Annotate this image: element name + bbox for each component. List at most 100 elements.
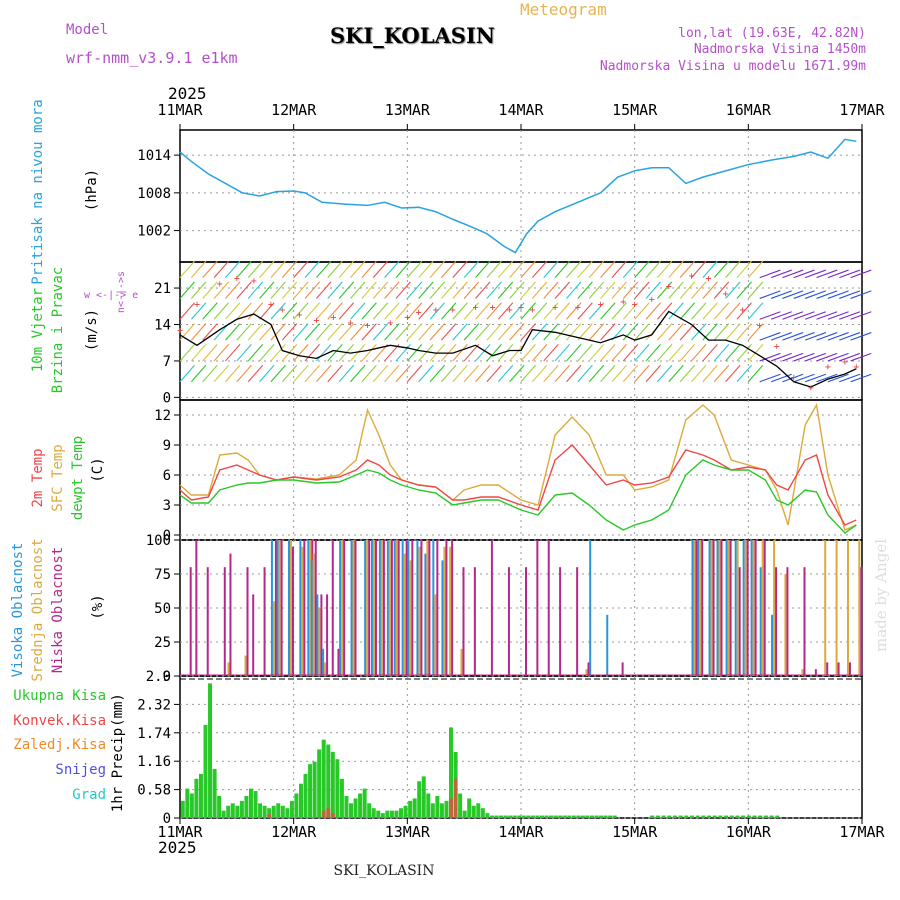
y-tick-label: 0 bbox=[163, 390, 171, 406]
wind-barb bbox=[566, 364, 582, 383]
mid-cloud-bar bbox=[585, 669, 588, 676]
wind-barb bbox=[634, 302, 650, 320]
wind-barb bbox=[566, 281, 582, 299]
mid-cloud-bar bbox=[835, 540, 838, 676]
total-precip-bar bbox=[248, 788, 253, 818]
wind-barb bbox=[554, 281, 571, 299]
total-precip-bar bbox=[198, 773, 203, 818]
wind-barb bbox=[179, 260, 195, 278]
wind-barb bbox=[804, 311, 827, 320]
total-precip-bar bbox=[752, 815, 757, 818]
wind-barb bbox=[179, 281, 195, 299]
wind-direction-marker: + bbox=[473, 302, 479, 313]
x-tick-label-bottom: 11MAR bbox=[157, 823, 203, 841]
wind-barb bbox=[463, 364, 480, 383]
wind-direction-marker: + bbox=[825, 362, 831, 373]
mid-cloud-bar bbox=[699, 540, 702, 676]
precip-legend-snow: Snijeg bbox=[55, 762, 106, 778]
high-cloud-bar bbox=[432, 540, 435, 676]
wind-direction-marker: + bbox=[177, 326, 183, 337]
wind-barb bbox=[793, 373, 815, 383]
low-cloud-bar bbox=[397, 540, 400, 676]
wind-barb bbox=[270, 302, 286, 320]
mid-cloud-bar bbox=[403, 553, 406, 676]
wind-barb bbox=[247, 302, 264, 320]
wind-barb bbox=[395, 323, 411, 341]
wind-barb bbox=[259, 260, 275, 278]
wind-barb bbox=[725, 364, 741, 383]
wind-barb bbox=[293, 302, 309, 320]
wind-barb bbox=[634, 323, 650, 341]
wind-unit: (m/s) bbox=[84, 309, 100, 351]
wind-barb bbox=[554, 260, 571, 278]
wind-barb bbox=[759, 311, 781, 320]
low-cloud-bar bbox=[252, 594, 255, 676]
mid-cloud-bar bbox=[761, 540, 764, 676]
y-tick-label: 14 bbox=[154, 317, 171, 333]
wind-barb bbox=[395, 260, 411, 278]
wind-barb bbox=[418, 260, 434, 278]
total-precip-bar bbox=[194, 778, 199, 818]
wind-barb bbox=[554, 364, 571, 383]
wind-barb bbox=[634, 281, 650, 299]
wind-barb bbox=[622, 281, 639, 299]
wind-barb bbox=[668, 302, 684, 320]
wind-barb bbox=[429, 260, 445, 278]
high-cloud-bar bbox=[307, 540, 310, 676]
mid-cloud-bar bbox=[449, 546, 452, 676]
wind-direction-marker: + bbox=[853, 362, 859, 373]
high-cloud-bar bbox=[378, 540, 381, 676]
total-precip-bar bbox=[326, 744, 331, 818]
conv-precip-bar bbox=[453, 778, 458, 818]
wind-barb bbox=[691, 281, 707, 299]
wind-barb bbox=[645, 344, 661, 362]
wind-barb bbox=[384, 364, 400, 383]
wind-barb bbox=[452, 260, 468, 278]
wind-barb bbox=[418, 281, 434, 299]
wind-barb bbox=[839, 311, 861, 320]
wind-barb bbox=[225, 364, 241, 383]
wind-barb bbox=[236, 281, 252, 299]
wind-barb bbox=[304, 281, 320, 299]
wind-direction-marker: + bbox=[552, 302, 558, 313]
wind-barb bbox=[509, 260, 525, 278]
wind-barb bbox=[463, 323, 480, 341]
total-precip-bar bbox=[549, 815, 554, 818]
wind-barb bbox=[622, 323, 639, 341]
wind-barb bbox=[475, 260, 491, 278]
wind-barb bbox=[600, 302, 616, 320]
wind-barb bbox=[531, 364, 548, 383]
wind-barb bbox=[736, 364, 752, 383]
x-tick-label-bottom: 13MAR bbox=[385, 823, 431, 841]
conv-precip-bar bbox=[326, 808, 331, 818]
total-precip-bar bbox=[435, 795, 440, 818]
high-cloud-bar bbox=[287, 540, 290, 676]
low-cloud-bar bbox=[621, 662, 624, 676]
wind-barb bbox=[679, 344, 696, 362]
wind-barb bbox=[463, 260, 480, 278]
altitude-text: Nadmorska Visina 1450m bbox=[694, 42, 866, 57]
wind-barb bbox=[395, 364, 411, 383]
low-cloud-bar bbox=[445, 540, 448, 676]
wind-barb bbox=[691, 260, 707, 278]
wind-direction-marker: + bbox=[575, 302, 581, 313]
wind-barb bbox=[236, 344, 252, 362]
wind-barb bbox=[293, 260, 309, 278]
total-precip-bar bbox=[317, 749, 322, 818]
wind-barb bbox=[656, 323, 673, 341]
wind-barb bbox=[293, 344, 309, 362]
y-tick-label: 1.74 bbox=[137, 726, 171, 742]
total-precip-bar bbox=[655, 815, 660, 818]
wind-barb bbox=[793, 269, 815, 279]
low-cloud-bar bbox=[536, 540, 539, 676]
mid-cloud-bar bbox=[272, 601, 275, 676]
wind-barb bbox=[804, 332, 827, 341]
mid-cloud-bar bbox=[278, 540, 281, 676]
wind-barb bbox=[463, 302, 480, 320]
wind-direction-marker: + bbox=[723, 289, 729, 300]
pressure-line bbox=[179, 138, 857, 254]
wind-barb bbox=[372, 302, 389, 320]
wind-barb bbox=[179, 344, 195, 362]
wind-barb bbox=[656, 344, 673, 362]
wind-direction-marker: + bbox=[649, 294, 655, 305]
